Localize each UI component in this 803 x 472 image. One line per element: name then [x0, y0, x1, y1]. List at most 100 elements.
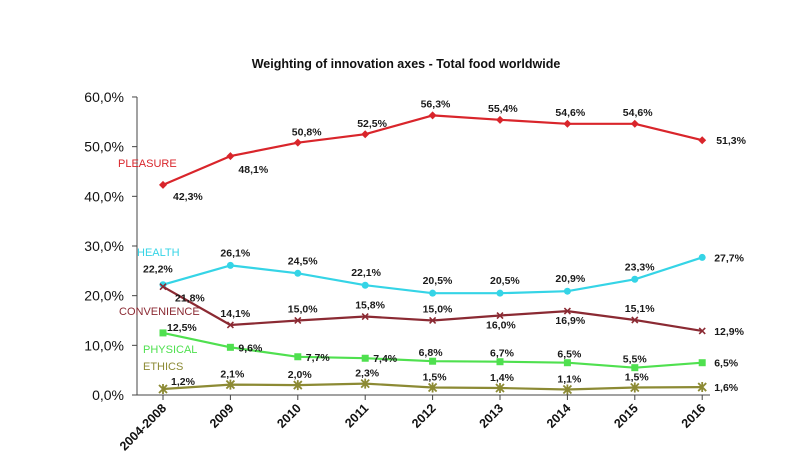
x-tick-label: 2010 — [274, 401, 304, 431]
data-label-ethics: 1,5% — [423, 372, 448, 384]
y-tick-label: 60,0% — [84, 89, 124, 105]
data-label-physical: 7,4% — [373, 353, 398, 365]
data-point-ethics — [225, 379, 236, 390]
data-label-pleasure: 50,8% — [292, 127, 322, 139]
series-name-pleasure: PLEASURE — [118, 158, 177, 170]
data-point-pleasure — [698, 136, 707, 145]
data-point-convenience — [361, 312, 369, 321]
data-point-physical — [294, 353, 302, 361]
data-label-convenience: 15,0% — [288, 303, 318, 315]
data-point-convenience — [631, 316, 639, 324]
data-point-health — [496, 289, 504, 297]
data-point-pleasure — [159, 180, 167, 189]
x-tick-label: 2016 — [679, 401, 709, 431]
series-name-labels: PLEASURE HEALTH CONVENIENCE PHYSICAL ETHICS — [118, 158, 200, 373]
data-point-physical — [698, 359, 706, 367]
data-label-convenience: 15,0% — [423, 303, 453, 315]
series-layer — [158, 111, 707, 395]
data-point-convenience — [294, 316, 302, 325]
data-point-physical — [429, 357, 437, 365]
data-label-ethics: 2,1% — [220, 369, 245, 381]
data-label-convenience: 15,1% — [625, 303, 655, 315]
data-label-convenience: 14,1% — [220, 308, 250, 320]
data-label-ethics: 1,6% — [714, 382, 739, 394]
data-point-pleasure — [563, 119, 572, 128]
x-tick-label: 2014 — [544, 401, 574, 431]
data-label-health: 20,9% — [555, 273, 585, 285]
data-label-physical: 6,5% — [714, 358, 739, 370]
data-label-physical: 6,7% — [490, 348, 515, 360]
series-name-health: HEALTH — [137, 247, 180, 259]
x-tick-label: 2009 — [207, 401, 237, 431]
data-point-convenience — [698, 327, 706, 335]
data-labels: 42,3% 48,1% 50,8% 52,5% 56,3% 55,4% 54,6% 54,6%… — [143, 98, 747, 394]
data-label-pleasure: 42,3% — [173, 191, 203, 203]
data-point-physical — [159, 329, 167, 337]
data-point-ethics — [630, 382, 640, 393]
data-label-physical: 6,5% — [557, 349, 582, 361]
data-label-ethics: 1,1% — [557, 374, 582, 386]
data-label-pleasure: 54,6% — [555, 107, 585, 119]
y-tick-label: 30,0% — [84, 238, 124, 254]
series-name-physical: PHYSICAL — [143, 344, 197, 356]
data-label-ethics: 2,0% — [288, 369, 313, 381]
data-point-physical — [563, 359, 571, 367]
data-label-physical: 7,7% — [306, 352, 331, 364]
data-label-ethics: 1,2% — [171, 376, 196, 388]
data-label-pleasure: 56,3% — [421, 98, 451, 110]
y-tick-label: 10,0% — [84, 337, 124, 353]
data-point-convenience — [429, 316, 437, 325]
data-label-physical: 12,5% — [167, 322, 197, 334]
data-label-health: 24,5% — [288, 255, 318, 267]
data-point-convenience — [563, 307, 571, 315]
data-point-convenience — [159, 283, 167, 291]
x-tick-labels: 2004-2008 2009 2010 2011 2012 2013 2014 2015 201… — [117, 395, 708, 453]
y-tick-label: 0,0% — [92, 387, 124, 403]
series-name-ethics: ETHICS — [143, 361, 183, 373]
data-point-physical — [496, 358, 504, 366]
data-label-ethics: 1,5% — [625, 372, 650, 384]
data-label-pleasure: 55,4% — [488, 103, 518, 115]
data-point-ethics — [360, 378, 370, 389]
x-tick-label: 2011 — [342, 401, 371, 430]
data-label-pleasure: 52,5% — [357, 118, 387, 130]
y-tick-labels: 0,0% 10,0% 20,0% 30,0% 40,0% 50,0% 60,0% — [84, 89, 137, 403]
data-point-health — [294, 269, 302, 277]
data-point-pleasure — [630, 119, 639, 128]
x-tick-label: 2015 — [611, 401, 641, 431]
data-label-health: 22,2% — [143, 264, 173, 276]
data-point-ethics — [562, 384, 573, 395]
data-label-ethics: 1,4% — [490, 372, 515, 384]
x-tick-label: 2004-2008 — [117, 401, 169, 453]
data-point-physical — [226, 343, 234, 351]
data-label-physical: 5,5% — [623, 354, 648, 366]
data-label-health: 22,1% — [351, 267, 381, 279]
data-point-convenience — [226, 321, 234, 329]
y-tick-label: 40,0% — [84, 188, 124, 204]
data-point-physical — [361, 354, 369, 362]
data-point-ethics — [697, 382, 707, 393]
y-tick-label: 50,0% — [84, 139, 124, 155]
data-label-physical: 9,6% — [238, 342, 263, 354]
data-label-pleasure: 51,3% — [716, 135, 746, 147]
data-point-physical — [631, 364, 639, 372]
x-tick-label: 2012 — [409, 401, 439, 431]
x-tick-label: 2013 — [477, 401, 507, 431]
data-point-pleasure — [293, 138, 302, 147]
data-point-convenience — [496, 311, 504, 320]
data-label-convenience: 16,0% — [486, 320, 516, 332]
data-label-pleasure: 54,6% — [623, 107, 653, 119]
data-point-health — [631, 275, 639, 283]
data-label-health: 20,5% — [423, 275, 453, 287]
data-point-pleasure — [361, 130, 370, 139]
data-point-pleasure — [496, 115, 504, 124]
data-point-health — [698, 253, 706, 261]
data-label-convenience: 15,8% — [355, 300, 385, 312]
data-point-pleasure — [428, 111, 437, 120]
data-label-health: 27,7% — [714, 252, 744, 264]
data-point-ethics — [158, 384, 168, 395]
data-label-physical: 6,8% — [419, 347, 444, 359]
data-label-health: 26,1% — [220, 247, 250, 259]
data-label-ethics: 2,3% — [355, 368, 380, 380]
